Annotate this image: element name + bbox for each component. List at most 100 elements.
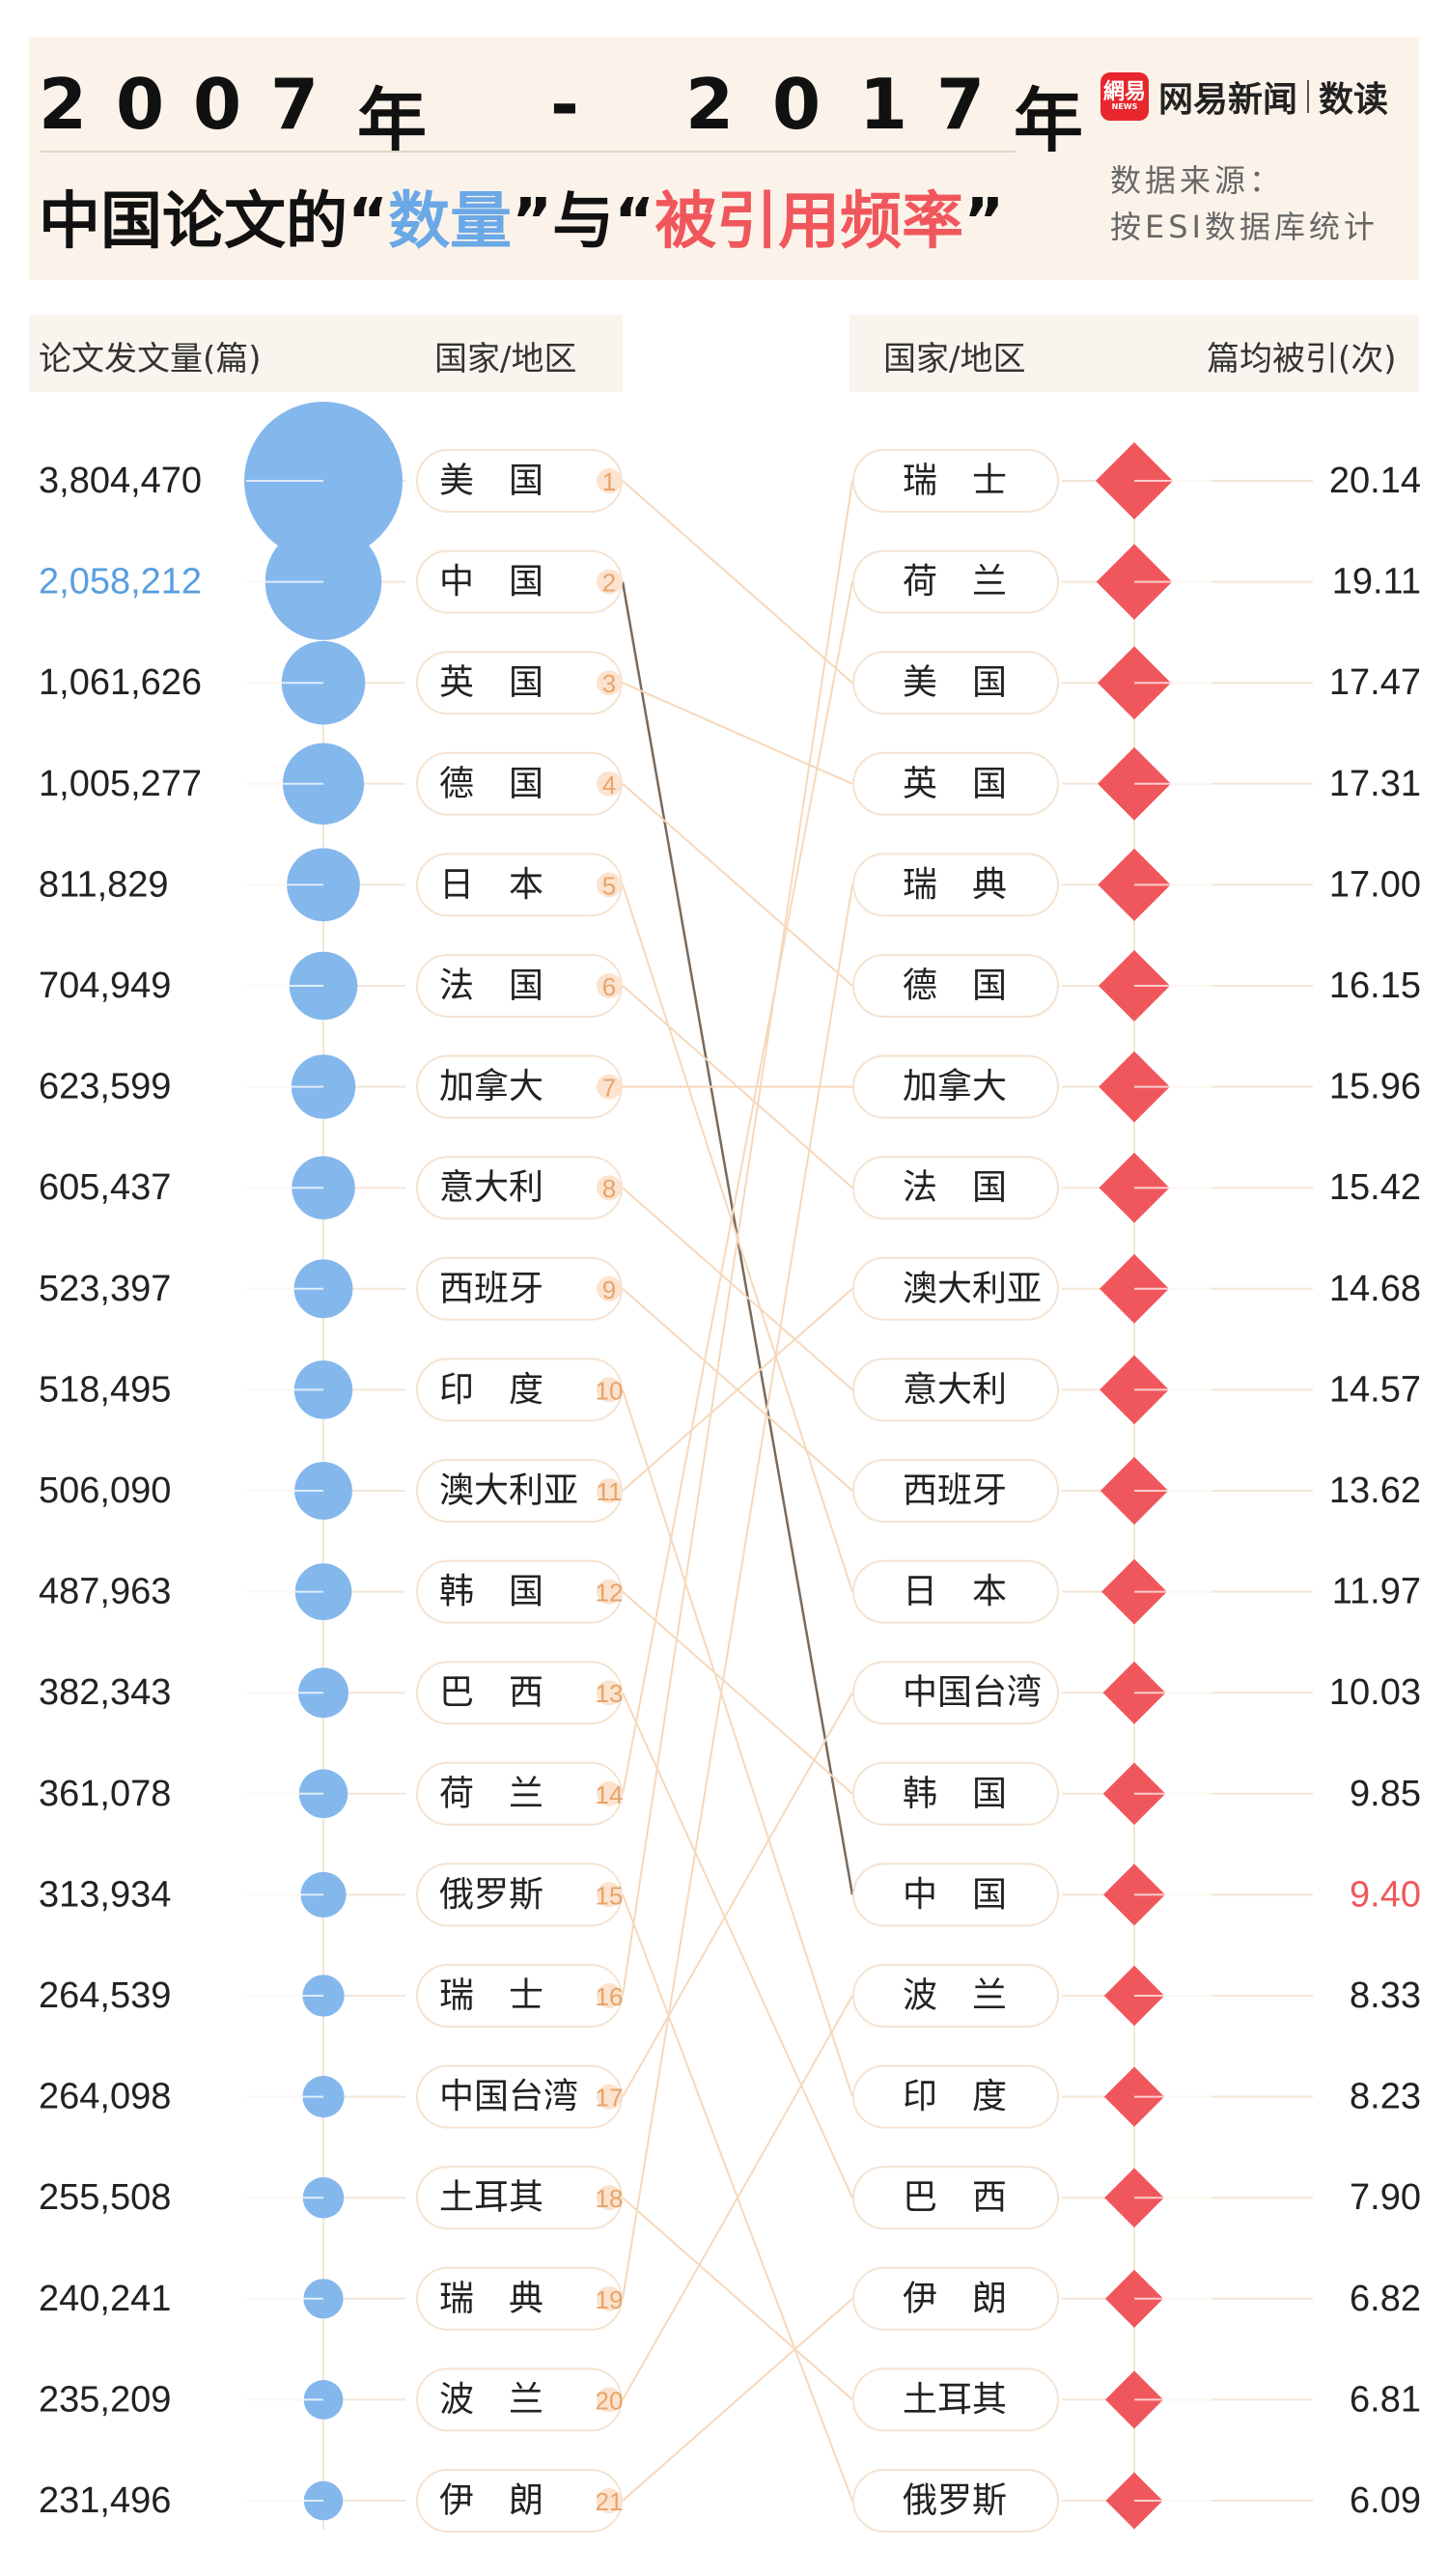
title-glyph: 2 — [39, 64, 90, 145]
country-label: 韩 国 — [439, 1572, 543, 1611]
country-label: 西班牙 — [903, 1471, 1007, 1511]
link-line — [622, 1692, 853, 2198]
country-label: 法 国 — [903, 1168, 1007, 1208]
country-pill — [852, 2469, 1059, 2533]
rank-badge — [597, 1680, 622, 1706]
rank-label: 15 — [596, 1881, 624, 1910]
rank-badge — [597, 1275, 622, 1302]
right-value-label: 9.40 — [1350, 1874, 1421, 1915]
country-label: 巴 西 — [439, 1673, 543, 1713]
country-label: 日 本 — [439, 865, 543, 905]
link-line — [622, 2298, 853, 2502]
left-value-label: 487,963 — [39, 1572, 171, 1612]
right-value-label: 20.14 — [1329, 461, 1421, 501]
title-glyph: 年 — [357, 80, 430, 161]
rank-label: 3 — [602, 669, 616, 698]
right-value-label: 7.90 — [1350, 2177, 1421, 2218]
left-value-label: 704,949 — [39, 966, 171, 1006]
country-label: 加拿大 — [903, 1067, 1007, 1106]
rank-label: 17 — [596, 2084, 624, 2113]
title-glyph: 0 — [772, 64, 823, 145]
rank-badge — [597, 1780, 622, 1806]
title-part3: ” — [963, 186, 1005, 258]
rank-badge — [597, 1074, 622, 1100]
rank-label: 2 — [602, 569, 616, 598]
country-label: 伊 朗 — [903, 2279, 1007, 2318]
country-label: 中 国 — [903, 1875, 1007, 1915]
title-glyph: 0 — [116, 64, 167, 145]
left-value-header: 论文发文量(篇) — [39, 340, 262, 378]
data-source: 数据来源： 按ESI数据库统计 — [1110, 157, 1378, 250]
left-value-label: 382,343 — [39, 1672, 171, 1713]
rank-label: 19 — [596, 2285, 624, 2314]
link-lines — [621, 480, 854, 2502]
rank-label: 6 — [602, 972, 616, 1001]
left-value-label: 264,539 — [39, 1975, 171, 2016]
country-label: 日 本 — [903, 1572, 1007, 1611]
left-value-label: 361,078 — [39, 1774, 171, 1814]
country-label: 土耳其 — [439, 2178, 543, 2218]
rank-badge — [597, 1478, 622, 1503]
country-label: 荷 兰 — [439, 1774, 543, 1813]
link-line — [622, 783, 853, 987]
country-pill — [852, 1054, 1059, 1119]
rank-label: 13 — [596, 1679, 624, 1708]
country-pill — [852, 1256, 1059, 1321]
country-label: 澳大利亚 — [439, 1471, 578, 1511]
link-line — [622, 2197, 853, 2401]
left-value-label: 623,599 — [39, 1067, 171, 1107]
rank-label: 8 — [602, 1174, 616, 1203]
right-value-label: 6.82 — [1350, 2279, 1421, 2319]
right-value-label: 9.85 — [1350, 1774, 1421, 1814]
data-source-label: 数据来源： — [1110, 162, 1285, 199]
country-label: 荷 兰 — [903, 562, 1007, 602]
left-value-label: 255,508 — [39, 2177, 171, 2218]
link-line — [622, 1389, 853, 2097]
brand-name: 网易新闻 — [1158, 80, 1298, 120]
rank-label: 11 — [597, 1477, 623, 1506]
rank-label: 20 — [596, 2386, 624, 2415]
title-part2: ”与“ — [512, 186, 655, 258]
rank-badge — [597, 468, 622, 493]
rank-badge — [597, 1175, 622, 1201]
link-line — [622, 480, 853, 1997]
brand-logo-text: 網易 — [1102, 80, 1146, 104]
country-label: 加拿大 — [439, 1067, 543, 1106]
rank-badge — [597, 872, 622, 898]
rank-label: 21 — [596, 2487, 624, 2516]
rank-badge — [597, 1882, 622, 1908]
country-pill — [852, 2367, 1059, 2432]
country-label: 伊 朗 — [439, 2481, 543, 2521]
country-pill — [852, 549, 1059, 614]
country-label: 波 兰 — [439, 2380, 543, 2420]
country-label: 西班牙 — [439, 1269, 543, 1308]
title-glyph: 7 — [270, 64, 321, 145]
country-label: 澳大利亚 — [903, 1269, 1042, 1308]
title-line2: 中国论文的“数量”与“被引用频率” — [39, 172, 1004, 261]
left-country-header: 国家/地区 — [434, 340, 577, 378]
left-value-label: 605,437 — [39, 1167, 171, 1208]
country-pill — [852, 853, 1059, 917]
left-value-label: 231,496 — [39, 2480, 171, 2521]
right-value-label: 17.47 — [1329, 662, 1421, 703]
left-value-label: 506,090 — [39, 1470, 171, 1511]
country-pill — [852, 954, 1059, 1018]
country-label: 意大利 — [439, 1168, 543, 1208]
right-value-label: 11.97 — [1332, 1572, 1421, 1612]
country-pill — [852, 1156, 1059, 1220]
rank-label: 1 — [602, 467, 616, 496]
brand-logo-sub: NEWS — [1111, 102, 1138, 111]
title-glyph: 1 — [859, 64, 910, 145]
country-pill — [852, 1862, 1059, 1927]
right-value-label: 17.31 — [1329, 764, 1421, 804]
country-pill — [852, 449, 1059, 513]
rank-badge — [597, 973, 622, 998]
title-glyph: 7 — [936, 64, 988, 145]
country-label: 俄罗斯 — [903, 2481, 1007, 2521]
right-value-label: 15.96 — [1329, 1067, 1421, 1107]
country-pill — [852, 2064, 1059, 2129]
right-value-header: 篇均被引(次) — [1207, 340, 1397, 378]
right-value-label: 15.42 — [1329, 1167, 1421, 1208]
